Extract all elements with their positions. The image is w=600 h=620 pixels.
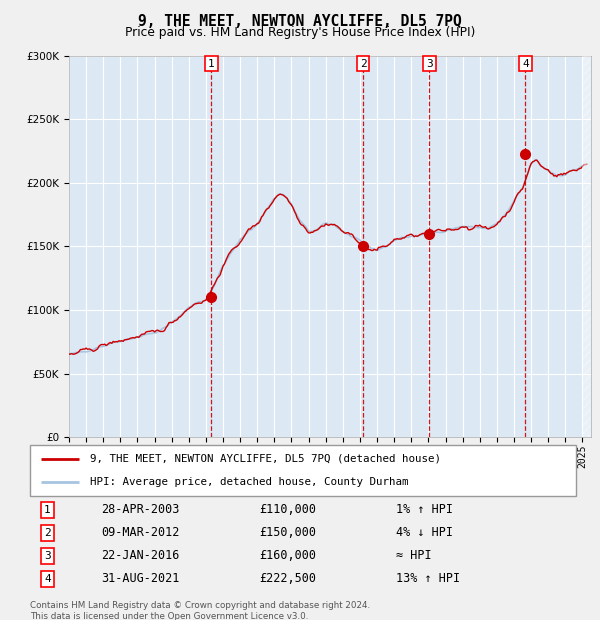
Text: This data is licensed under the Open Government Licence v3.0.: This data is licensed under the Open Gov… (30, 612, 308, 620)
Text: 1% ↑ HPI: 1% ↑ HPI (396, 503, 453, 516)
Text: 28-APR-2003: 28-APR-2003 (101, 503, 179, 516)
FancyBboxPatch shape (30, 445, 576, 496)
Text: £222,500: £222,500 (259, 572, 316, 585)
Text: 31-AUG-2021: 31-AUG-2021 (101, 572, 179, 585)
Text: ≈ HPI: ≈ HPI (396, 549, 431, 562)
Text: 4% ↓ HPI: 4% ↓ HPI (396, 526, 453, 539)
Text: 3: 3 (44, 551, 51, 561)
Text: HPI: Average price, detached house, County Durham: HPI: Average price, detached house, Coun… (90, 477, 409, 487)
Text: 13% ↑ HPI: 13% ↑ HPI (396, 572, 460, 585)
Text: 4: 4 (522, 58, 529, 69)
Text: Contains HM Land Registry data © Crown copyright and database right 2024.: Contains HM Land Registry data © Crown c… (30, 601, 370, 611)
Text: 2: 2 (44, 528, 51, 538)
Text: Price paid vs. HM Land Registry's House Price Index (HPI): Price paid vs. HM Land Registry's House … (125, 26, 475, 39)
Text: £150,000: £150,000 (259, 526, 316, 539)
Text: 9, THE MEET, NEWTON AYCLIFFE, DL5 7PQ (detached house): 9, THE MEET, NEWTON AYCLIFFE, DL5 7PQ (d… (90, 454, 441, 464)
Text: £110,000: £110,000 (259, 503, 316, 516)
Text: 22-JAN-2016: 22-JAN-2016 (101, 549, 179, 562)
Text: 1: 1 (44, 505, 51, 515)
Text: 4: 4 (44, 574, 51, 584)
Text: 3: 3 (426, 58, 433, 69)
Text: 1: 1 (208, 58, 215, 69)
Text: 09-MAR-2012: 09-MAR-2012 (101, 526, 179, 539)
Text: 9, THE MEET, NEWTON AYCLIFFE, DL5 7PQ: 9, THE MEET, NEWTON AYCLIFFE, DL5 7PQ (138, 14, 462, 29)
Bar (583, 56, 591, 437)
Text: £160,000: £160,000 (259, 549, 316, 562)
Text: 2: 2 (360, 58, 367, 69)
